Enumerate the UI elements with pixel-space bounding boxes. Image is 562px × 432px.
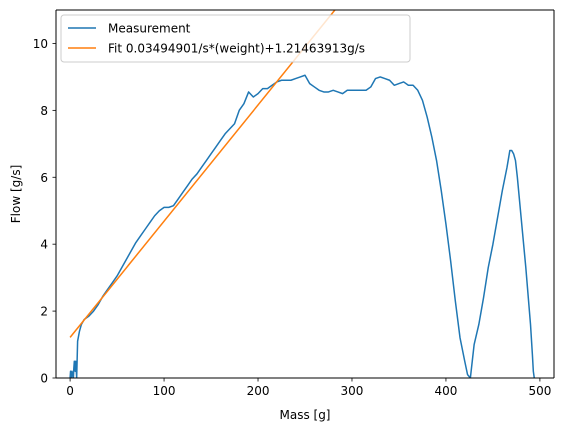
y-tick-label: 6	[40, 171, 48, 185]
y-tick-label: 10	[33, 37, 48, 51]
axes-frame	[55, 9, 555, 379]
plot-area	[56, 10, 554, 378]
y-tick-label: 2	[40, 305, 48, 319]
y-tick-label: 0	[40, 372, 48, 386]
series-line-fit	[69, 10, 336, 338]
y-tick-label: 4	[40, 238, 48, 252]
y-axis-label: Flow [g/s]	[9, 165, 23, 223]
x-axis-ticks: 0 100 200 300 400 500	[66, 378, 551, 398]
x-tick-label: 0	[66, 384, 74, 398]
legend-box	[60, 14, 411, 63]
x-tick-label: 100	[153, 384, 176, 398]
x-tick-label: 200	[247, 384, 270, 398]
series-layer	[69, 10, 536, 378]
x-tick-label: 300	[341, 384, 364, 398]
legend-label-measurement: Measurement	[108, 22, 191, 36]
legend: Measurement Fit 0.03494901/s*(weight)+1.…	[60, 14, 411, 63]
x-tick-label: 400	[434, 384, 457, 398]
legend-label-fit: Fit 0.03494901/s*(weight)+1.21463913g/s	[108, 42, 365, 56]
y-tick-label: 8	[40, 104, 48, 118]
x-tick-label: 500	[528, 384, 551, 398]
x-axis-label: Mass [g]	[279, 408, 330, 422]
y-axis-ticks: 0 2 4 6 8 10	[33, 37, 56, 386]
